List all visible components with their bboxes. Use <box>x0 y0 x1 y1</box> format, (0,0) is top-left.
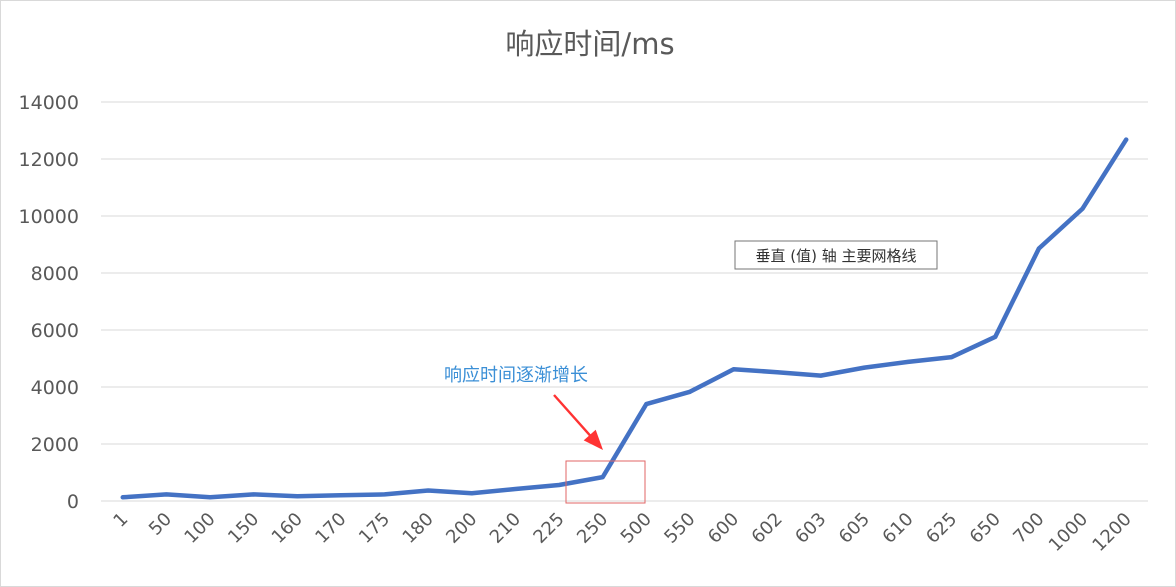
data-point <box>164 492 169 497</box>
x-tick-label: 225 <box>529 509 568 548</box>
x-tick-label: 200 <box>442 509 481 548</box>
data-point <box>251 492 256 497</box>
x-tick-label: 600 <box>704 509 743 548</box>
data-point <box>295 494 300 499</box>
data-point <box>644 402 649 407</box>
data-point <box>731 367 736 372</box>
data-point <box>949 355 954 360</box>
y-tick-label: 4000 <box>31 377 79 399</box>
data-point <box>1036 246 1041 251</box>
x-axis-ticks: 1 50 100 150 160 170 175 180 200 210 225 250 500 550 6… <box>109 509 1135 556</box>
series-group <box>120 137 1129 500</box>
y-tick-label: 0 <box>67 491 79 513</box>
x-tick-label: 610 <box>878 509 917 548</box>
x-tick-label: 500 <box>617 509 656 548</box>
data-point <box>906 359 911 364</box>
data-point <box>1124 137 1129 142</box>
x-tick-label: 650 <box>966 509 1005 548</box>
x-tick-label: 100 <box>180 509 219 548</box>
data-point <box>862 365 867 370</box>
x-tick-label: 550 <box>660 509 699 548</box>
annotation-label: 响应时间逐渐增长 <box>444 365 588 386</box>
chart-title: 响应时间/ms <box>505 27 674 61</box>
data-point <box>513 487 518 492</box>
x-tick-label: 250 <box>573 509 612 548</box>
data-point <box>557 483 562 488</box>
x-tick-label: 175 <box>355 509 394 548</box>
gridlines <box>101 101 1148 502</box>
x-tick-label: 605 <box>835 509 874 548</box>
y-tick-label: 2000 <box>31 434 79 456</box>
x-tick-label: 210 <box>486 509 525 548</box>
y-axis-ticks: 0 2000 4000 6000 8000 10000 12000 14000 <box>19 92 79 513</box>
data-point <box>382 492 387 497</box>
data-point <box>208 495 213 500</box>
y-tick-label: 14000 <box>19 92 79 114</box>
y-tick-label: 8000 <box>31 263 79 285</box>
tooltip-box <box>734 240 938 270</box>
data-point <box>338 493 343 498</box>
x-tick-label: 625 <box>922 509 961 548</box>
data-point <box>120 495 125 500</box>
x-tick-label: 180 <box>399 509 438 548</box>
annotation-arrow <box>553 394 603 450</box>
data-point <box>818 373 823 378</box>
tooltip-text: 垂直 (值) 轴 主要网格线 <box>755 247 916 265</box>
y-tick-label: 12000 <box>19 149 79 171</box>
x-tick-label: 1 <box>109 509 132 532</box>
x-tick-label: 700 <box>1009 509 1048 548</box>
x-tick-label: 50 <box>145 509 176 540</box>
series-line <box>120 137 1129 500</box>
data-point <box>775 370 780 375</box>
x-tick-label: 160 <box>268 509 307 548</box>
y-tick-label: 10000 <box>19 206 79 228</box>
data-point <box>426 488 431 493</box>
data-point <box>993 334 998 339</box>
y-tick-label: 6000 <box>31 320 79 342</box>
x-tick-label: 170 <box>311 509 350 548</box>
annotation: 响应时间逐渐增长 <box>444 365 646 504</box>
gridline-tooltip: 垂直 (值) 轴 主要网格线 <box>734 240 938 270</box>
x-tick-label: 150 <box>224 509 263 548</box>
x-tick-label: 1000 <box>1045 509 1092 556</box>
data-point <box>469 491 474 496</box>
data-point <box>600 475 605 480</box>
x-tick-label: 603 <box>791 509 830 548</box>
annotation-highlight-box <box>565 460 646 504</box>
x-tick-label: 602 <box>748 509 787 548</box>
data-point <box>687 389 692 394</box>
data-point <box>1080 206 1085 211</box>
x-tick-label: 1200 <box>1088 509 1135 556</box>
